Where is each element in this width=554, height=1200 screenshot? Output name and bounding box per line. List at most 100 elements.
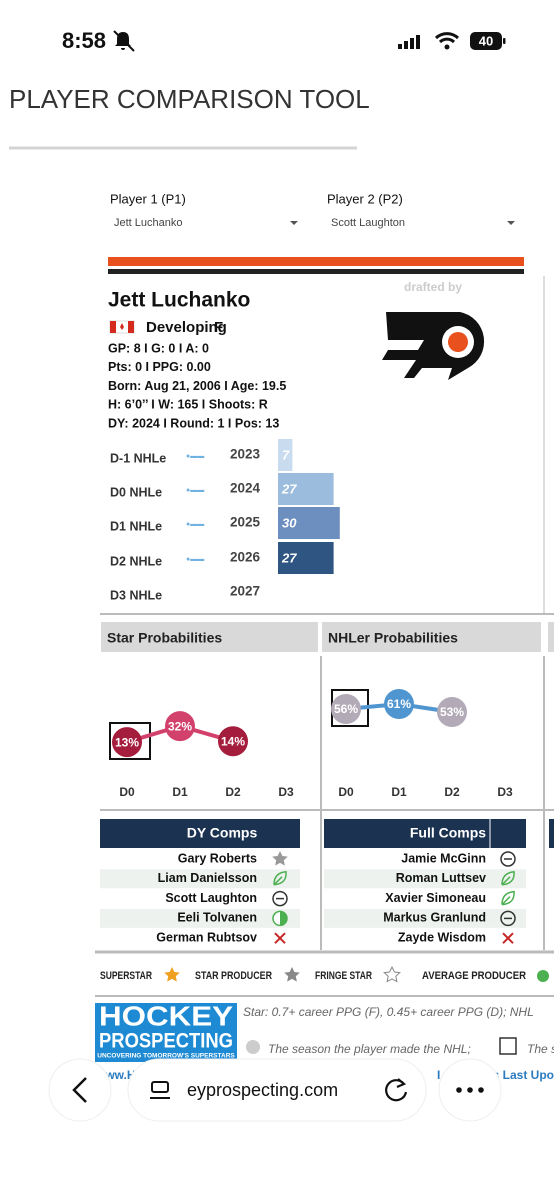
comps-row	[324, 869, 526, 889]
legend-entry: STAR PRODUCER	[195, 970, 272, 982]
status-icons	[113, 30, 506, 52]
nhle-label: D2 NHLe	[110, 554, 162, 568]
player-status: Developing	[146, 319, 227, 336]
icon-x	[502, 932, 514, 944]
prob-point	[165, 711, 195, 742]
comps-header	[324, 819, 526, 848]
reload[interactable]	[385, 1078, 408, 1102]
nhle-year: 2023	[230, 447, 261, 462]
back-button[interactable]	[72, 1077, 87, 1103]
nhle-bar	[278, 473, 334, 505]
orange-stripe	[108, 257, 524, 266]
dropdown-arrow[interactable]	[507, 221, 515, 225]
footer-note: The s	[527, 1042, 554, 1056]
legend-icon	[164, 967, 180, 982]
icon-minus	[272, 890, 288, 907]
comp-name[interactable]: Scott Laughton	[165, 891, 257, 905]
logo-text: HOCKEY	[99, 1000, 233, 1031]
browser-bar	[48, 1058, 502, 1122]
drafted-by: drafted by	[404, 280, 462, 294]
selector-value[interactable]: Jett Luchanko	[114, 217, 183, 229]
icon-x	[274, 932, 286, 944]
nhle-year: 2024	[230, 481, 261, 496]
legend-entry: FRINGE STAR	[315, 970, 372, 982]
prob-point	[437, 697, 467, 727]
logo-tagline: UNCOVERING TOMORROW'S SUPERSTARS	[97, 1053, 235, 1060]
comp-name[interactable]: Xavier Simoneau	[385, 891, 486, 905]
prob-label: 32%	[168, 719, 192, 733]
prob-point	[112, 727, 142, 758]
nhle-label: D1 NHLe	[110, 519, 162, 533]
comp-name[interactable]: German Rubtsov	[156, 930, 257, 944]
comp-name[interactable]: Jamie McGinn	[401, 851, 486, 865]
nhle-label: D3 NHLe	[110, 588, 162, 602]
prob-label: 13%	[115, 735, 139, 749]
panel-header	[322, 622, 541, 652]
footer-note: Star: 0.7+ career PPG (F), 0.45+ career …	[243, 1005, 534, 1019]
prob-label: 53%	[440, 705, 464, 719]
selector-value[interactable]: Scott Laughton	[331, 217, 405, 229]
legend-entry: SUPERSTAR	[100, 970, 152, 982]
nhle-value: 27	[281, 550, 297, 565]
icon-minus	[500, 851, 516, 867]
nhle-label: D-1 NHLe	[110, 451, 166, 465]
team-logo	[382, 312, 485, 380]
panel-title: Star Probabilities	[107, 630, 222, 646]
player-info: Pts: 0 I PPG: 0.00	[108, 360, 211, 374]
comp-name[interactable]: Gary Roberts	[178, 851, 257, 865]
footer-link: I	[437, 1068, 440, 1082]
comp-name[interactable]: Eeli Tolvanen	[177, 911, 257, 925]
dropdown-arrow[interactable]	[290, 221, 298, 225]
footer-note: The season the player made the NHL;	[268, 1042, 471, 1056]
nhle-value: 7	[282, 447, 290, 462]
x-label: D2	[444, 785, 460, 799]
logo-text: PROSPECTING	[99, 1030, 233, 1053]
player-info: H: 6’0’’ I W: 165 I Shoots: R	[108, 398, 268, 412]
player-position: F	[214, 319, 223, 336]
nhle-value: 27	[281, 481, 297, 496]
panel-title: NHLer Probabilities	[328, 630, 458, 646]
legend-entry: AVERAGE PRODUCER	[422, 970, 526, 982]
note-dot	[246, 1040, 260, 1054]
x-label: D0	[119, 785, 135, 799]
player-info: GP: 8 I G: 0 I A: 0	[108, 341, 209, 355]
comp-name[interactable]: Markus Granlund	[383, 911, 486, 925]
comps-row	[324, 908, 526, 928]
nhle-year: 2025	[230, 515, 261, 530]
comps-row	[100, 869, 300, 889]
comp-name[interactable]: Roman Luttsev	[396, 871, 486, 885]
prob-label: 61%	[387, 697, 411, 711]
page-title: PLAYER COMPARISON TOOL	[9, 84, 370, 114]
note-box	[499, 1037, 517, 1055]
league-icon: ●▬▬	[186, 453, 204, 460]
battery: 40	[479, 33, 493, 48]
black-stripe	[108, 269, 524, 274]
url-field[interactable]	[127, 1058, 427, 1122]
nhle-bar	[278, 542, 334, 574]
prob-label: 56%	[334, 702, 358, 716]
comp-name[interactable]: Liam Danielsson	[158, 871, 257, 885]
nhle-bar	[278, 439, 293, 471]
comp-name[interactable]: Zayde Wisdom	[398, 930, 486, 944]
nhle-value: 30	[282, 515, 297, 530]
logo-box	[95, 1003, 237, 1062]
player-name: Jett Luchanko	[108, 289, 250, 312]
x-label: D1	[391, 785, 407, 799]
dividers	[95, 276, 554, 997]
comps-row	[100, 908, 300, 928]
icon-minus	[500, 910, 516, 927]
comps-title: DY Comps	[187, 825, 258, 841]
icon-half	[280, 911, 287, 926]
icon-leaf	[501, 870, 515, 886]
flag	[109, 320, 135, 334]
x-label: D1	[172, 785, 188, 799]
icon-leaf	[273, 870, 287, 886]
prob-point	[331, 694, 361, 724]
panel-header	[101, 622, 318, 652]
nhle-year: 2026	[230, 550, 261, 565]
nhle-year: 2027	[230, 584, 260, 599]
player-info: DY: 2024 I Round: 1 I Pos: 13	[108, 416, 279, 430]
prob-label: 14%	[221, 734, 245, 748]
nhle-label: D0 NHLe	[110, 485, 162, 499]
